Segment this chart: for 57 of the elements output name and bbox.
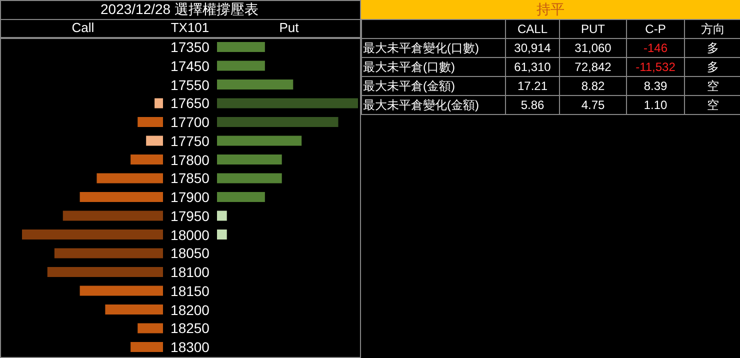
bar [217, 210, 227, 221]
text: 空 [684, 96, 740, 114]
bar [217, 117, 338, 127]
text: 多 [684, 38, 740, 58]
y-tick-label: 18000 [170, 226, 210, 244]
text: 4.75 [560, 96, 626, 114]
y-tick-label: 18150 [170, 282, 210, 300]
series-label: Put [278, 19, 300, 36]
text: 30,914 [506, 38, 560, 58]
text: 5.86 [506, 96, 560, 114]
bar [217, 192, 265, 202]
y-tick-label: 17700 [170, 113, 210, 132]
text: Call [70, 19, 96, 36]
text: 17.21 [506, 76, 560, 96]
text: 最大未平倉(口數) [362, 58, 506, 76]
y-tick-label: 18200 [170, 300, 210, 320]
bar [217, 230, 227, 240]
y-tick-label: 17550 [170, 76, 210, 94]
y-tick-label: 17750 [170, 132, 210, 150]
text: 61,310 [506, 58, 560, 76]
text: CALL [506, 20, 560, 38]
text: 持平 [361, 0, 740, 19]
text: 72,842 [560, 58, 626, 76]
text: C-P [626, 20, 684, 38]
text: 多 [684, 58, 740, 76]
text: -11,532 [626, 58, 684, 76]
y-tick-label: 18100 [170, 263, 210, 282]
bar [217, 136, 302, 146]
bar [217, 98, 358, 108]
y-tick-label: 18300 [170, 338, 210, 357]
y-tick-label: 17650 [170, 94, 210, 113]
text: 31,060 [560, 38, 626, 58]
text: 最大未平倉變化(口數) [362, 38, 506, 58]
text: 1.10 [626, 96, 684, 114]
y-tick-label: 17450 [170, 56, 210, 76]
text: 8.39 [626, 76, 684, 96]
bar [217, 60, 265, 71]
bar [217, 154, 282, 164]
y-tick-label: 18250 [170, 319, 210, 338]
text: 8.82 [560, 76, 626, 96]
y-axis-title: TX101 [170, 19, 210, 36]
y-tick-label: 17850 [170, 169, 210, 188]
y-tick-label: 18050 [170, 244, 210, 263]
y-tick-label: 17950 [170, 206, 210, 226]
text: 空 [684, 76, 740, 96]
y-tick-label: 17900 [170, 188, 210, 207]
text: -146 [626, 38, 684, 58]
y-tick-label: 17350 [170, 38, 210, 57]
chart-title: 2023/12/28 選擇權撐壓表 [100, 0, 260, 18]
bar [217, 80, 294, 90]
text: 最大未平倉變化(金額) [362, 96, 506, 114]
bar [217, 42, 265, 52]
text: 方向 [684, 20, 740, 38]
text: 最大未平倉(金額) [362, 76, 506, 96]
text: PUT [560, 20, 626, 38]
bar [217, 173, 282, 184]
y-tick-label: 17800 [170, 150, 210, 170]
